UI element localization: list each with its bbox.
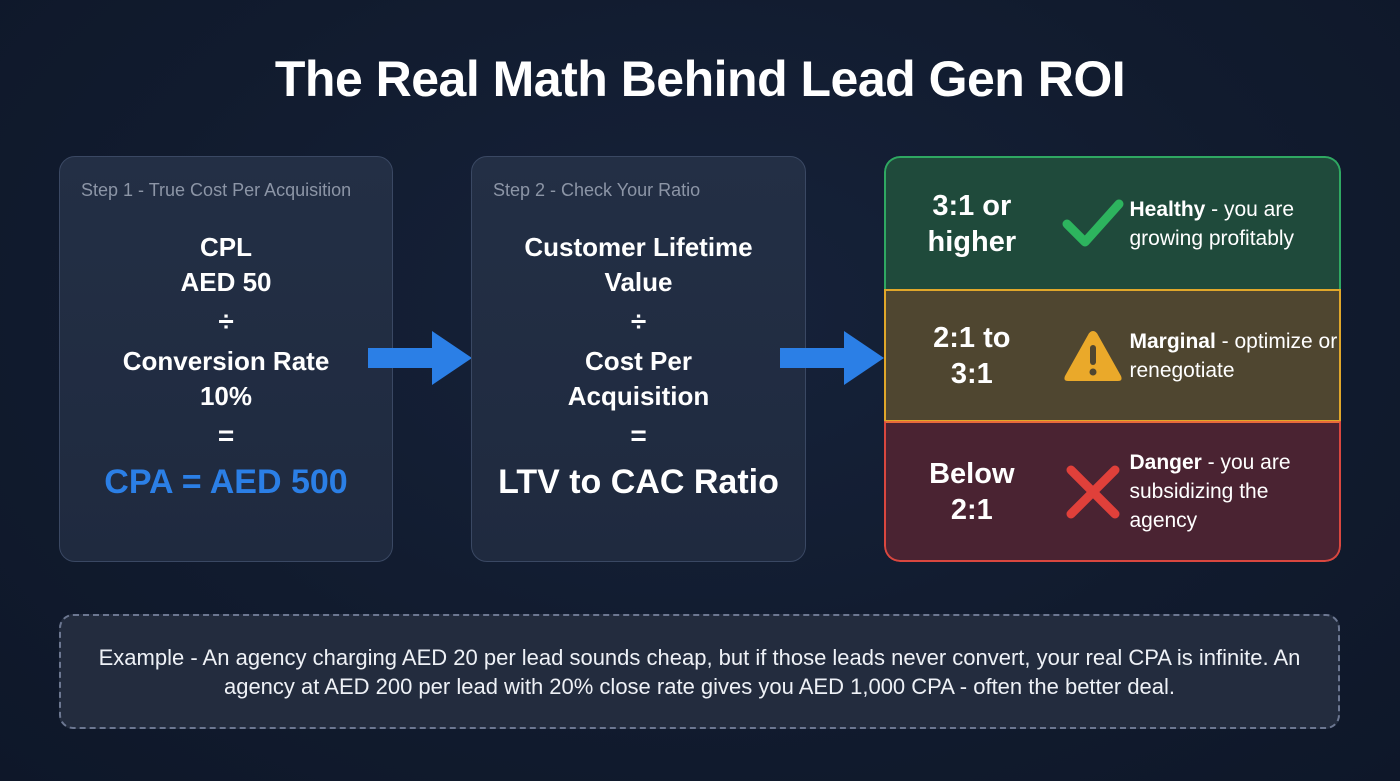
step-2-card: Step 2 - Check Your Ratio Customer Lifet… (471, 156, 806, 562)
cpa-label-line1: Cost Per (585, 346, 692, 376)
ratio-row-healthy: 3:1 or higher Healthy - you are growing … (884, 156, 1341, 290)
ratio-description: Danger - you are subsidizing the agency (1129, 448, 1339, 535)
ratio-value-line1: 3:1 or (932, 190, 1012, 222)
ratio-value: 2:1 to 3:1 (886, 320, 1058, 392)
equals-operator: = (630, 420, 647, 451)
page-title: The Real Math Behind Lead Gen ROI (274, 51, 1126, 107)
ratio-value-line1: 2:1 to (933, 321, 1011, 354)
divide-operator: ÷ (218, 306, 234, 337)
conversion-rate-value: 10% (199, 381, 253, 411)
ratio-value: Below 2:1 (886, 456, 1058, 528)
arrow-right-icon (780, 331, 884, 385)
ratio-value-line2: 3:1 (950, 357, 993, 390)
ratio-value: 3:1 or higher (886, 188, 1058, 260)
step-1-card: Step 1 - True Cost Per Acquisition CPL A… (59, 156, 393, 562)
checkmark-icon (1058, 189, 1128, 259)
example-text: Example - An agency charging AED 20 per … (98, 644, 1301, 699)
step-1-formula: CPL AED 50 ÷ Conversion Rate 10% = CPA =… (60, 230, 392, 506)
arrow-right-icon (368, 331, 472, 385)
cpa-result: CPA = AED 500 (104, 463, 348, 501)
ratio-row-marginal: 2:1 to 3:1 Marginal - optimize or renego… (884, 289, 1341, 422)
ratio-description: Marginal - optimize or renegotiate (1129, 327, 1339, 385)
ratio-description: Healthy - you are growing profitably (1129, 195, 1339, 253)
status-label: Danger (1129, 451, 1202, 474)
ratio-row-danger: Below 2:1 Danger - you are subsidizing t… (884, 421, 1341, 562)
status-description: - you are growing profitably (1129, 198, 1295, 250)
ratio-value-line1: Below (929, 457, 1015, 490)
cpl-label: CPL (200, 232, 252, 262)
step-1-label: Step 1 - True Cost Per Acquisition (81, 180, 352, 200)
cpa-label-line2: Acquisition (567, 381, 710, 411)
ratio-value-line2: higher (927, 226, 1017, 258)
ratio-value-line2: 2:1 (950, 493, 993, 526)
conversion-rate-label: Conversion Rate (122, 346, 330, 376)
status-label: Marginal (1129, 329, 1216, 353)
equals-operator: = (217, 420, 235, 451)
ltv-label-line1: Customer Lifetime (524, 232, 753, 262)
cpl-value: AED 50 (180, 267, 272, 297)
status-label: Healthy (1129, 198, 1206, 221)
ltv-label-line2: Value (604, 267, 673, 297)
ratio-panel: 3:1 or higher Healthy - you are growing … (884, 156, 1341, 562)
example-callout: Example - An agency charging AED 20 per … (59, 614, 1340, 729)
divide-operator: ÷ (630, 306, 647, 337)
step-2-formula: Customer Lifetime Value ÷ Cost Per Acqui… (472, 230, 805, 506)
status-description: - optimize or renegotiate (1129, 329, 1338, 382)
status-description: - you are subsidizing the agency (1129, 451, 1291, 532)
ltv-cac-result: LTV to CAC Ratio (498, 463, 779, 501)
warning-icon (1058, 321, 1128, 391)
x-mark-icon (1058, 457, 1128, 527)
step-2-label: Step 2 - Check Your Ratio (493, 180, 701, 200)
